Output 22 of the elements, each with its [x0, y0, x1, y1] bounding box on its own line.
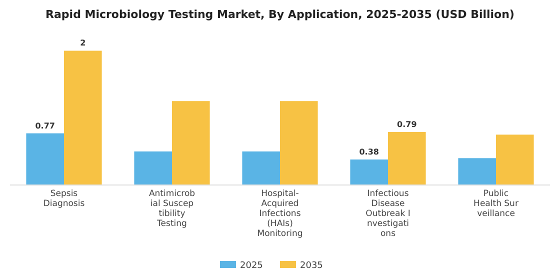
- legend-label: 2035: [300, 261, 323, 271]
- x-tick-label: Public Health Sur veillance: [474, 189, 519, 219]
- legend-label: 2025: [240, 261, 263, 271]
- x-tick-label: Infectious Disease Outbreak I nvestigati ons: [366, 189, 410, 239]
- data-label: 0.77: [35, 121, 55, 130]
- data-label: 0.79: [397, 120, 418, 129]
- bar: [134, 151, 172, 185]
- chart-title: Rapid Microbiology Testing Market, By Application, 2025-2035 (USD Billion): [46, 8, 514, 21]
- x-tick-label: Antimicrob ial Suscep tibility Testing: [148, 189, 196, 229]
- bar: [26, 133, 64, 185]
- bar: [242, 151, 280, 185]
- x-tick-label: Hospital- Acquired Infections (HAIs) Monitoring: [257, 189, 303, 239]
- bar: [64, 50, 102, 185]
- data-label: 0.38: [359, 147, 380, 156]
- bar: [350, 159, 388, 185]
- bar: [280, 101, 318, 185]
- bar: [496, 134, 534, 185]
- data-label: 2: [80, 38, 86, 48]
- x-tick-label: Sepsis Diagnosis: [43, 189, 86, 209]
- bar: [172, 101, 210, 185]
- bar: [458, 158, 496, 185]
- bar: [388, 132, 426, 185]
